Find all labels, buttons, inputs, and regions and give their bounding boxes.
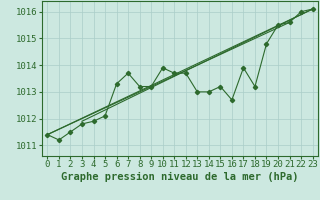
X-axis label: Graphe pression niveau de la mer (hPa): Graphe pression niveau de la mer (hPa)	[61, 172, 299, 182]
